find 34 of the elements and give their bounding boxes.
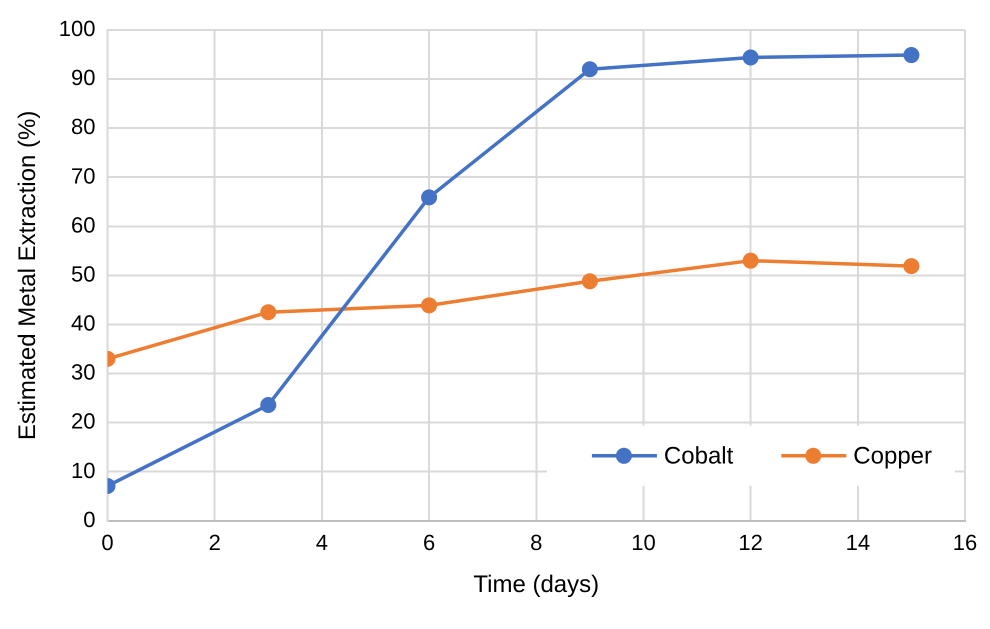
x-tick-label: 4 bbox=[316, 530, 328, 556]
y-tick-label: 30 bbox=[71, 360, 96, 385]
point bbox=[582, 273, 598, 290]
x-axis-title: Time (days) bbox=[473, 571, 600, 598]
y-tick-label: 10 bbox=[71, 458, 96, 483]
point bbox=[742, 252, 759, 269]
y-tick-label: 80 bbox=[71, 114, 96, 140]
x-tick-label: 14 bbox=[846, 530, 870, 556]
x-tick-label: 16 bbox=[952, 530, 978, 556]
point bbox=[582, 61, 598, 78]
x-tick-label: 0 bbox=[101, 530, 114, 556]
x-tick-label: 2 bbox=[208, 530, 221, 556]
point bbox=[903, 47, 920, 64]
x-tick-label: 10 bbox=[631, 530, 656, 556]
point bbox=[421, 189, 438, 206]
legend-label: Copper bbox=[853, 442, 932, 470]
point bbox=[903, 258, 920, 274]
y-tick-label: 90 bbox=[71, 65, 96, 90]
point bbox=[742, 49, 759, 66]
y-tick-label: 50 bbox=[71, 261, 96, 286]
y-tick-label: 100 bbox=[58, 16, 96, 42]
x-tick-label: 8 bbox=[530, 530, 542, 556]
y-tick-label: 0 bbox=[83, 506, 96, 532]
point bbox=[421, 297, 438, 314]
legend-label: Cobalt bbox=[664, 442, 734, 470]
y-tick-label: 60 bbox=[71, 212, 96, 238]
x-tick-label: 12 bbox=[738, 530, 763, 556]
y-axis-title: Estimated Metal Extraction (%) bbox=[14, 110, 42, 440]
y-tick-label: 20 bbox=[71, 408, 96, 434]
y-tick-label: 40 bbox=[71, 310, 96, 336]
y-tick-label: 70 bbox=[71, 163, 96, 188]
x-tick-label: 6 bbox=[422, 530, 436, 556]
point bbox=[260, 304, 276, 320]
point bbox=[260, 396, 276, 413]
